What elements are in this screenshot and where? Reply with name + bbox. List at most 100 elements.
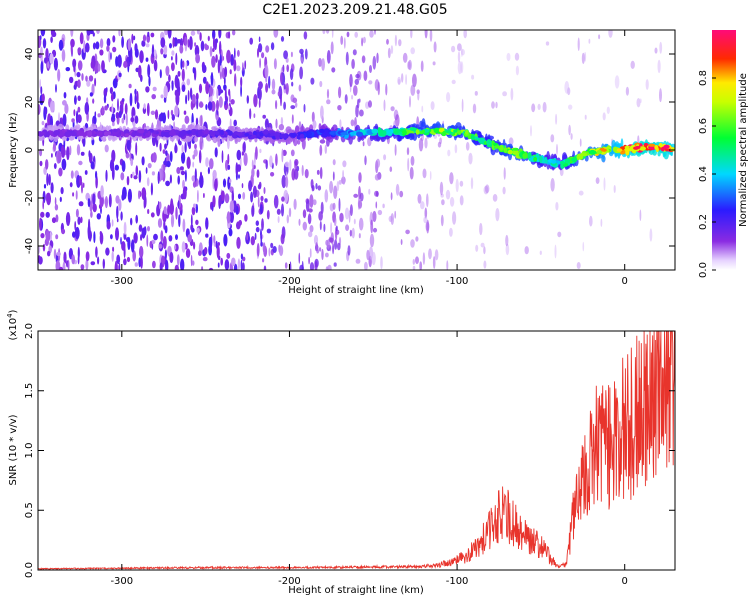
noise-speck xyxy=(302,209,307,219)
ridge-point xyxy=(393,130,399,134)
noise-speck xyxy=(260,195,264,202)
noise-speck xyxy=(234,73,237,87)
y-tick-label: 40 xyxy=(24,48,35,61)
noise-speck xyxy=(459,195,464,206)
ridge-point xyxy=(499,144,504,151)
noise-speck xyxy=(84,170,88,175)
noise-speck xyxy=(342,178,345,185)
noise-speck xyxy=(116,254,121,265)
noise-speck xyxy=(39,160,43,167)
noise-speck xyxy=(85,42,90,53)
noise-speck xyxy=(192,154,195,160)
noise-speck xyxy=(394,210,397,219)
noise-speck xyxy=(138,170,142,183)
noise-speck xyxy=(428,248,432,260)
noise-speck xyxy=(152,152,157,163)
ridge-halo xyxy=(185,136,192,143)
noise-speck xyxy=(510,87,514,101)
y-tick-label: -20 xyxy=(24,190,35,206)
ridge-point xyxy=(123,129,130,134)
ridge-point xyxy=(514,151,519,156)
noise-speck xyxy=(537,103,541,110)
noise-speck xyxy=(300,56,304,64)
noise-speck xyxy=(470,177,474,190)
noise-speck xyxy=(280,116,284,126)
noise-speck xyxy=(218,89,224,94)
ridge-point xyxy=(263,129,269,135)
noise-speck xyxy=(118,262,121,270)
spectrogram-y-ticks: -40 -20 0 20 40 xyxy=(24,48,675,254)
noise-speck xyxy=(309,262,315,270)
noise-speck xyxy=(319,144,323,156)
noise-speck xyxy=(174,105,179,117)
noise-speck xyxy=(196,227,200,233)
noise-speck xyxy=(259,148,262,154)
noise-speck xyxy=(57,69,61,82)
noise-speck xyxy=(101,60,105,73)
noise-speck xyxy=(252,185,257,198)
ridge-halo xyxy=(287,129,294,134)
noise-speck xyxy=(104,105,108,111)
noise-speck xyxy=(145,43,150,48)
noise-speck xyxy=(134,48,139,58)
noise-speck xyxy=(390,192,393,201)
noise-speck xyxy=(181,84,186,92)
noise-speck xyxy=(269,155,273,168)
noise-speck xyxy=(255,226,260,233)
noise-speck xyxy=(420,201,425,210)
noise-speck xyxy=(258,81,263,90)
noise-speck xyxy=(181,68,185,82)
spectrogram-frame xyxy=(37,29,676,271)
x-tick-label: 0 xyxy=(622,576,628,587)
noise-speck xyxy=(394,34,397,47)
noise-speck xyxy=(97,256,100,265)
noise-speck xyxy=(92,42,96,50)
noise-speck xyxy=(550,178,555,192)
noise-speck xyxy=(105,247,110,256)
noise-speck xyxy=(152,260,156,269)
noise-speck xyxy=(136,90,139,105)
snr-series-line xyxy=(38,331,675,570)
noise-speck xyxy=(639,98,642,104)
noise-speck xyxy=(331,30,334,38)
noise-speck xyxy=(315,183,318,190)
noise-speck xyxy=(582,241,585,252)
noise-speck xyxy=(281,174,287,189)
noise-speck xyxy=(121,160,126,173)
noise-speck xyxy=(383,99,386,112)
noise-speck xyxy=(111,166,115,181)
noise-speck xyxy=(229,178,232,184)
noise-speck xyxy=(369,30,374,38)
noise-speck xyxy=(295,102,298,108)
noise-speck xyxy=(209,86,213,97)
noise-speck xyxy=(80,151,85,156)
ridge-halo xyxy=(211,126,217,131)
noise-speck xyxy=(70,38,75,48)
noise-speck xyxy=(309,194,314,208)
noise-speck xyxy=(175,91,180,106)
noise-speck xyxy=(262,242,266,254)
noise-speck xyxy=(187,234,192,243)
noise-speck xyxy=(410,239,415,248)
noise-speck xyxy=(45,230,51,243)
noise-speck xyxy=(335,225,338,232)
noise-speck xyxy=(134,262,138,267)
noise-speck xyxy=(150,32,155,38)
noise-speck xyxy=(70,30,74,37)
noise-speck xyxy=(407,157,410,172)
noise-speck xyxy=(217,59,221,74)
noise-speck xyxy=(447,149,451,157)
ridge-point xyxy=(588,149,596,155)
noise-speck xyxy=(248,180,253,192)
ridge-point xyxy=(600,148,607,152)
noise-speck xyxy=(167,109,170,120)
noise-speck xyxy=(111,250,114,262)
noise-speck xyxy=(372,55,377,70)
noise-speck xyxy=(226,211,231,224)
noise-speck xyxy=(40,233,45,239)
noise-speck xyxy=(332,243,335,255)
noise-speck xyxy=(169,43,172,49)
noise-speck xyxy=(215,54,218,63)
noise-speck xyxy=(192,67,195,74)
noise-speck xyxy=(412,258,415,265)
